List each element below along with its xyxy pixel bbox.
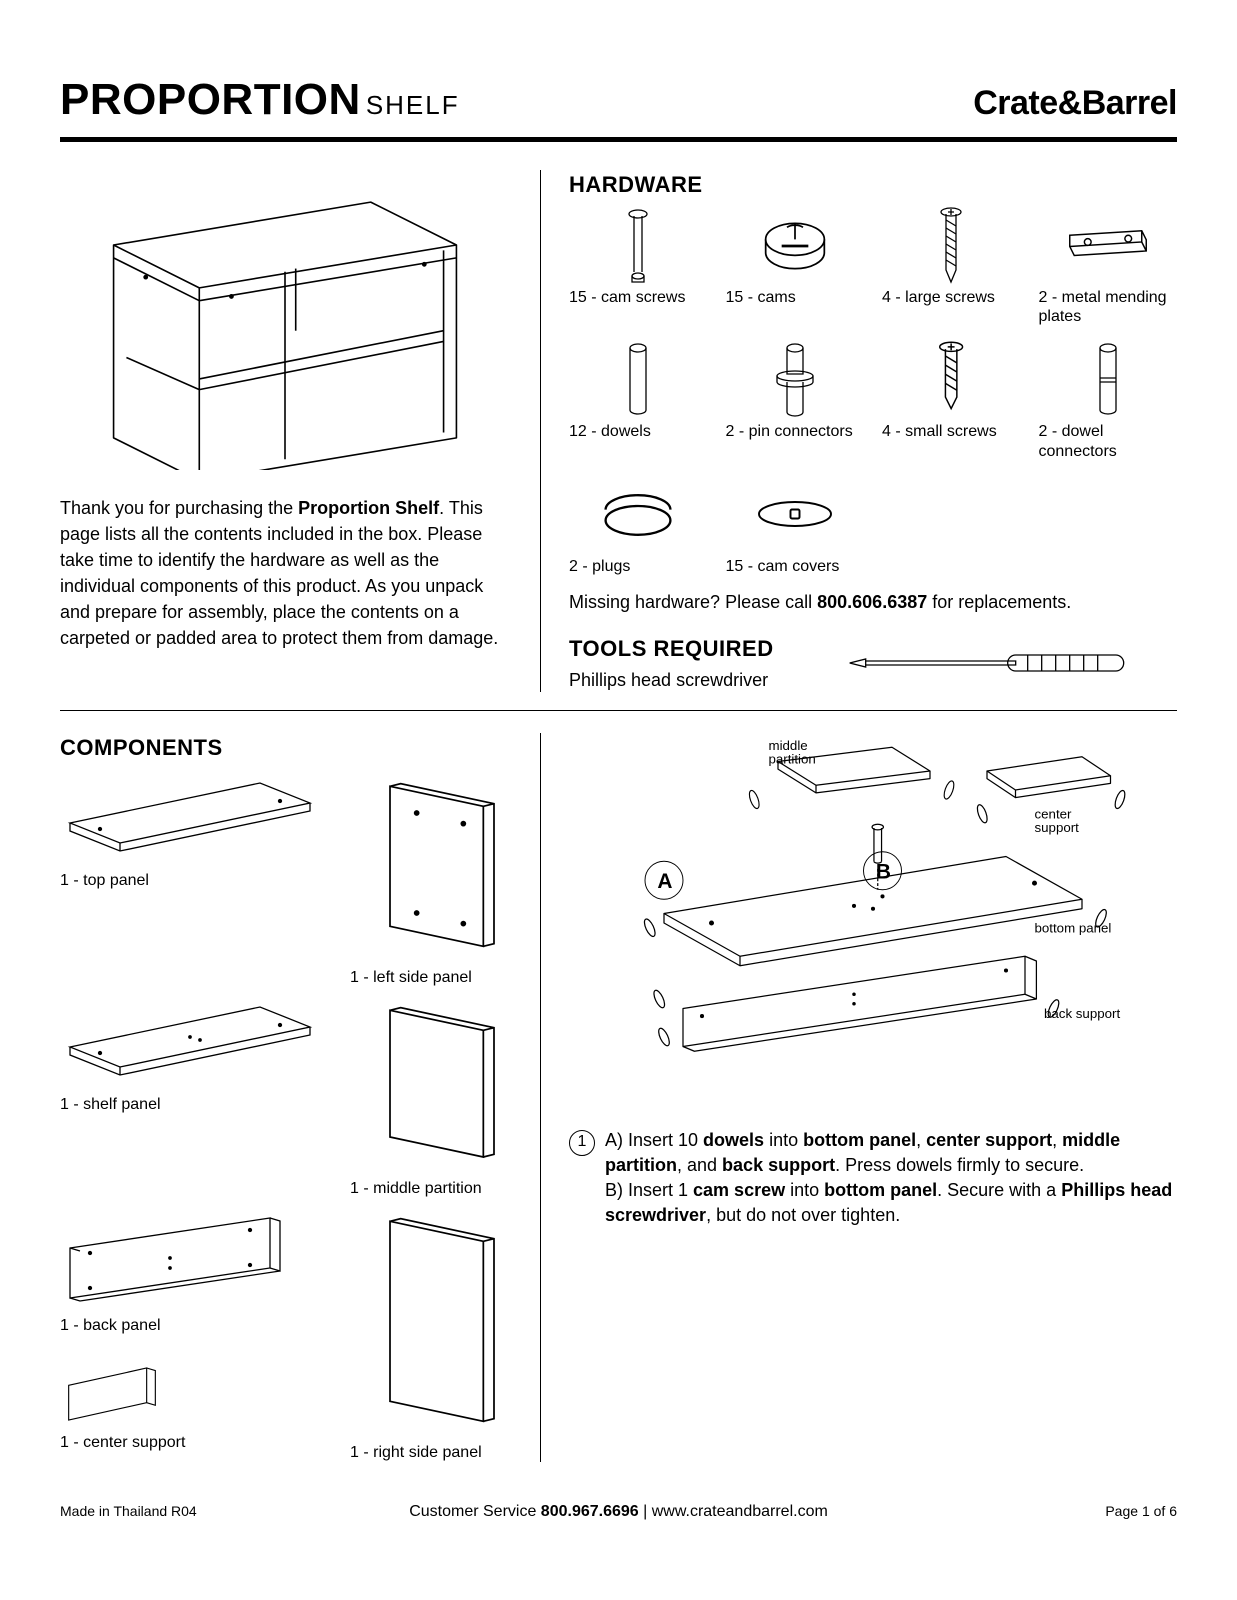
intro-text: Thank you for purchasing the Proportion … (60, 495, 510, 652)
svg-text:support: support (1035, 820, 1080, 835)
screwdriver-icon (794, 645, 1177, 681)
hw-item-large-screws: 4 - large screws (882, 206, 1021, 326)
hardware-grid: 15 - cam screws 15 - cams (569, 206, 1177, 576)
callout-a: A (657, 870, 672, 893)
callout-bottom-panel: bottom panel (1035, 921, 1112, 936)
step-body: A) Insert 10 dowels into bottom panel, c… (605, 1128, 1177, 1229)
comp-center-support: 1 - center support (60, 1355, 320, 1462)
mending-plate-icon (1063, 206, 1153, 286)
comp-back-panel: 1 - back panel (60, 1208, 320, 1345)
hw-item-dowel-connectors: 2 - dowel connectors (1039, 340, 1178, 460)
intro-suffix: . This page lists all the contents inclu… (60, 498, 498, 648)
missing-hardware-text: Missing hardware? Please call 800.606.63… (569, 590, 1177, 614)
hw-label: 2 - metal mending plates (1039, 288, 1178, 326)
hw-label: 4 - large screws (882, 288, 1021, 307)
svg-text:partition: partition (769, 752, 816, 767)
footer-contact: Customer Service 800.967.6696 | www.crat… (409, 1501, 828, 1523)
tools-heading: TOOLS REQUIRED (569, 634, 774, 664)
hw-item-mending-plates: 2 - metal mending plates (1039, 206, 1178, 326)
brand-logo: Crate&Barrel (973, 81, 1177, 127)
hw-label: 4 - small screws (882, 422, 1021, 441)
hw-item-pin-connectors: 2 - pin connectors (726, 340, 865, 460)
assembly-diagram: middle partition center support (569, 733, 1177, 1113)
hw-label: 15 - cam screws (569, 288, 708, 307)
product-illustration (60, 170, 510, 470)
hw-item-dowels: 12 - dowels (569, 340, 708, 460)
comp-right-side-panel: 1 - right side panel (350, 1208, 510, 1462)
hw-label: 2 - pin connectors (726, 422, 865, 441)
intro-product-name: Proportion Shelf (298, 498, 439, 518)
small-screw-icon (906, 340, 996, 420)
tools-section: TOOLS REQUIRED Phillips head screwdriver (569, 634, 1177, 692)
tools-item: Phillips head screwdriver (569, 668, 774, 692)
dowel-connector-icon (1063, 340, 1153, 420)
hardware-heading: HARDWARE (569, 170, 1177, 200)
hw-item-plugs: 2 - plugs (569, 475, 708, 576)
comp-left-side-panel: 1 - left side panel (350, 773, 510, 987)
assembly-col: middle partition center support (540, 733, 1177, 1462)
product-image-col: Thank you for purchasing the Proportion … (60, 170, 510, 692)
components-col: COMPONENTS 1 - top panel 1 - left side p… (60, 733, 510, 1462)
page-footer: Made in Thailand R04 Customer Service 80… (60, 1502, 1177, 1521)
intro-prefix: Thank you for purchasing the (60, 498, 298, 518)
hw-item-cams: 15 - cams (726, 206, 865, 326)
hardware-col: HARDWARE 15 - cam screws (540, 170, 1177, 692)
cam-icon (750, 206, 840, 286)
comp-top-panel: 1 - top panel (60, 773, 320, 987)
footer-origin: Made in Thailand R04 (60, 1502, 197, 1521)
hw-item-small-screws: 4 - small screws (882, 340, 1021, 460)
components-grid: 1 - top panel 1 - left side panel 1 - sh… (60, 773, 510, 1462)
pin-connector-icon (750, 340, 840, 420)
components-heading: COMPONENTS (60, 733, 510, 763)
title-sub: SHELF (366, 90, 460, 120)
cam-cover-icon (750, 475, 840, 555)
hw-item-cam-screws: 15 - cam screws (569, 206, 708, 326)
cam-screw-icon (593, 206, 683, 286)
replacement-phone: 800.606.6387 (817, 592, 927, 612)
upper-section: Thank you for purchasing the Proportion … (60, 170, 1177, 692)
comp-shelf-panel: 1 - shelf panel (60, 997, 320, 1198)
hw-label: 15 - cams (726, 288, 865, 307)
hw-label: 12 - dowels (569, 422, 708, 441)
plug-icon (593, 475, 683, 555)
lower-section: COMPONENTS 1 - top panel 1 - left side p… (60, 733, 1177, 1462)
step-1: 1 A) Insert 10 dowels into bottom panel,… (569, 1128, 1177, 1229)
dowel-icon (593, 340, 683, 420)
mid-divider (60, 710, 1177, 711)
comp-middle-partition: 1 - middle partition (350, 997, 510, 1198)
hw-label: 15 - cam covers (726, 557, 865, 576)
large-screw-icon (906, 206, 996, 286)
footer-page: Page 1 of 6 (1105, 1502, 1177, 1521)
hw-label: 2 - plugs (569, 557, 708, 576)
title-main: PROPORTION (60, 75, 361, 124)
page-header: PROPORTION SHELF Crate&Barrel (60, 70, 1177, 142)
product-title: PROPORTION SHELF (60, 70, 460, 129)
hw-item-cam-covers: 15 - cam covers (726, 475, 865, 576)
hw-label: 2 - dowel connectors (1039, 422, 1178, 460)
step-number: 1 (569, 1130, 595, 1156)
